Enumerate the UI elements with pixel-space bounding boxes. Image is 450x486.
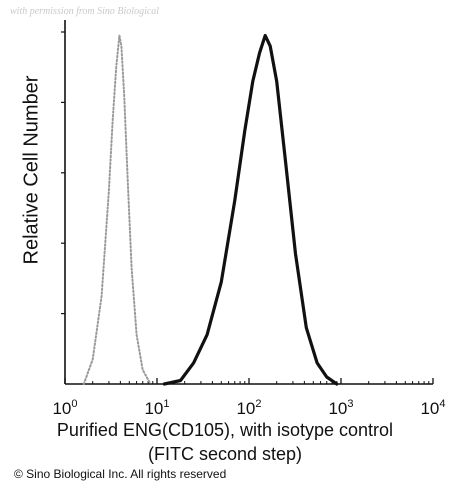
copyright-text: © Sino Biological Inc. All rights reserv… [14,467,227,481]
x-axis-ticks: 100 101 102 103 104 [52,378,446,418]
y-axis-title: Relative Cell Number [20,75,43,265]
x-tick-label: 101 [144,398,169,418]
isotype-control-histogram [82,34,152,385]
y-axis-ticks [61,31,65,315]
x-axis-title: Purified ENG(CD105), with isotype contro… [56,420,394,440]
plot-frame [64,20,433,385]
x-tick-label: 103 [328,398,353,418]
x-axis-subtitle: (FITC second step) [147,444,303,464]
x-tick-label: 100 [52,398,77,418]
x-tick-label: 102 [236,398,261,418]
histogram-series [82,33,339,386]
watermark-text: with permission from Sino Biological [10,6,160,17]
eng-cd105-histogram [162,33,339,386]
x-tick-label: 104 [420,398,445,418]
